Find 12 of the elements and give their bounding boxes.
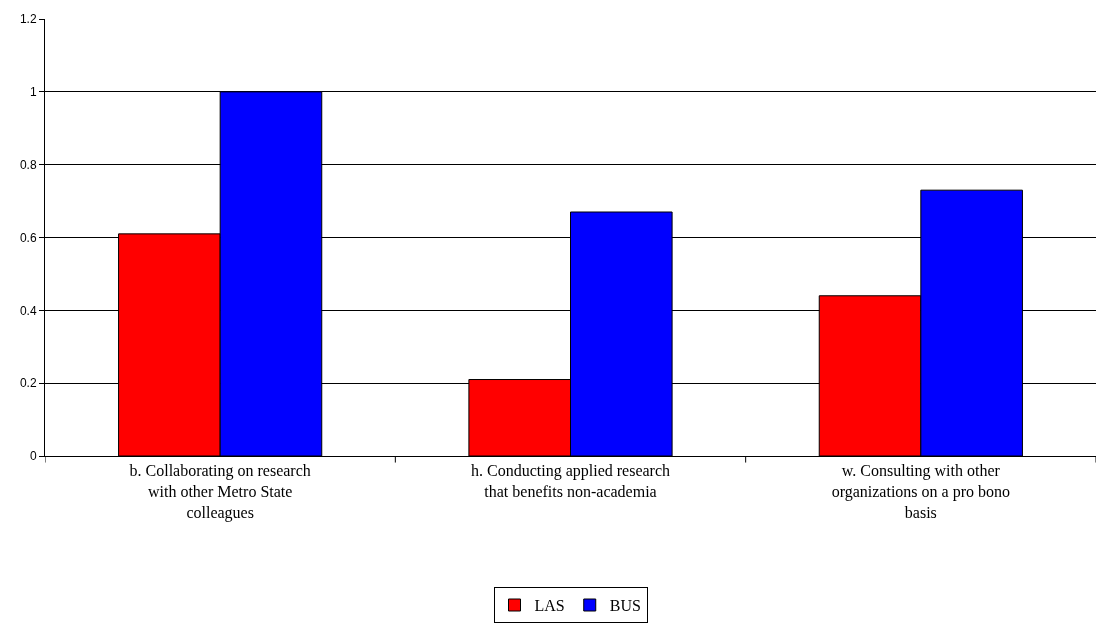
y-tick-label: 0.8 xyxy=(19,157,37,172)
y-tick-label: 1 xyxy=(29,85,37,100)
x-tick-label: b. Collaborating on research with other Metro State colleagues xyxy=(129,462,311,522)
x-tick-label: w. Consulting with other organizations on a pro bono basis xyxy=(831,462,1010,521)
legend-label: LAS xyxy=(534,597,565,615)
x-tick-label: h. Conducting applied research that benefits non-academia xyxy=(470,462,671,500)
y-tick-label: 0.6 xyxy=(19,230,37,245)
y-tick-label: 0.2 xyxy=(19,376,37,391)
y-tick-label: 0 xyxy=(29,449,37,464)
legend-label: BUS xyxy=(609,597,641,615)
y-tick-label: 0.4 xyxy=(19,303,37,318)
y-tick-label: 1.2 xyxy=(19,12,37,27)
